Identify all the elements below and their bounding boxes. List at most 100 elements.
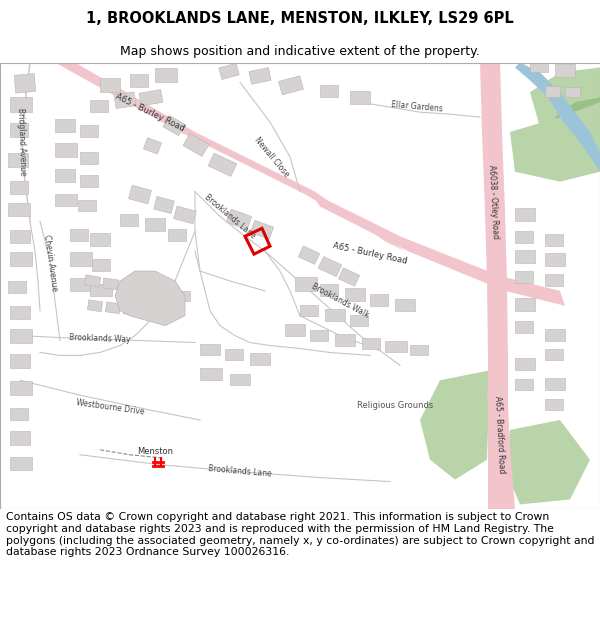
Polygon shape (173, 206, 196, 224)
Bar (565, 88, 580, 98)
Polygon shape (515, 62, 600, 172)
Polygon shape (505, 420, 590, 504)
Bar (70, 252, 92, 266)
Bar (10, 252, 32, 266)
Bar (10, 381, 32, 395)
Bar (10, 408, 28, 420)
Bar (8, 153, 28, 167)
Bar (10, 431, 30, 445)
Bar (530, 61, 548, 72)
Bar (10, 457, 32, 469)
Polygon shape (88, 300, 103, 312)
Bar (555, 64, 575, 78)
Bar (70, 278, 90, 291)
Text: 1, BROOKLANDS LANE, MENSTON, ILKLEY, LS29 6PL: 1, BROOKLANDS LANE, MENSTON, ILKLEY, LS2… (86, 11, 514, 26)
Text: Brooklands Way: Brooklands Way (69, 333, 131, 344)
Bar (362, 338, 380, 349)
Bar (120, 214, 138, 226)
Bar (545, 274, 563, 286)
Polygon shape (103, 278, 119, 290)
Bar (310, 329, 328, 341)
Text: Westbourne Drive: Westbourne Drive (76, 398, 145, 416)
Text: Menston: Menston (137, 448, 173, 456)
Polygon shape (183, 134, 209, 156)
Bar (515, 231, 533, 243)
Bar (350, 315, 368, 326)
Bar (515, 250, 535, 263)
Polygon shape (84, 275, 101, 287)
Polygon shape (249, 68, 271, 84)
Bar (230, 374, 250, 385)
Bar (515, 358, 535, 371)
Bar (515, 321, 533, 332)
Polygon shape (480, 62, 508, 509)
Text: Bridgland Avenue: Bridgland Avenue (16, 108, 28, 176)
Text: Brooklands Walk: Brooklands Walk (310, 282, 370, 320)
Polygon shape (14, 74, 36, 93)
Polygon shape (219, 63, 239, 79)
Bar (515, 298, 535, 311)
Bar (90, 284, 112, 296)
Text: A65 - Bradford Road: A65 - Bradford Road (493, 396, 506, 474)
Bar (90, 100, 108, 112)
Polygon shape (338, 268, 359, 286)
Bar (545, 329, 565, 341)
Polygon shape (420, 371, 490, 479)
Bar (515, 271, 533, 283)
Bar (155, 69, 177, 82)
Bar (545, 349, 563, 361)
Bar (100, 78, 120, 92)
Bar (320, 284, 338, 296)
Polygon shape (226, 209, 252, 229)
Polygon shape (278, 76, 304, 95)
Bar (70, 229, 88, 241)
Bar (225, 349, 243, 361)
Bar (200, 368, 222, 380)
Bar (55, 119, 75, 132)
Bar (168, 229, 186, 241)
Bar (285, 324, 305, 336)
Bar (545, 234, 563, 246)
Bar (55, 169, 75, 182)
Bar (92, 259, 110, 271)
Text: Map shows position and indicative extent of the property.: Map shows position and indicative extent… (120, 45, 480, 58)
Text: Brooklands Lane: Brooklands Lane (208, 464, 272, 479)
Bar (10, 98, 32, 112)
Polygon shape (114, 92, 136, 109)
Polygon shape (128, 185, 151, 204)
Bar (250, 354, 270, 366)
Bar (545, 253, 565, 266)
Text: A65 - Burley Road: A65 - Burley Road (332, 241, 408, 266)
Bar (55, 143, 77, 157)
Polygon shape (106, 302, 121, 314)
Bar (395, 299, 415, 311)
Bar (10, 181, 28, 194)
Bar (515, 209, 535, 221)
Polygon shape (139, 284, 154, 296)
Bar (10, 123, 28, 137)
Polygon shape (154, 196, 175, 214)
Bar (80, 152, 98, 164)
Bar (130, 74, 148, 88)
Bar (350, 91, 370, 104)
Polygon shape (530, 68, 600, 142)
Text: Ellar Gardens: Ellar Gardens (391, 101, 443, 114)
Polygon shape (250, 221, 274, 239)
Bar (410, 344, 428, 356)
Bar (335, 334, 355, 346)
Bar (80, 125, 98, 137)
Bar (295, 277, 317, 291)
Bar (145, 218, 165, 231)
Bar (320, 86, 338, 98)
Bar (90, 233, 110, 246)
Bar (345, 288, 365, 301)
Text: Chevin Avenue: Chevin Avenue (41, 234, 58, 292)
Polygon shape (555, 98, 600, 142)
Bar (300, 305, 318, 316)
Text: Brooklands Lane: Brooklands Lane (203, 192, 257, 241)
Bar (10, 231, 30, 243)
Polygon shape (142, 306, 157, 318)
Text: Contains OS data © Crown copyright and database right 2021. This information is : Contains OS data © Crown copyright and d… (6, 512, 595, 558)
Polygon shape (163, 116, 185, 136)
Text: Newall Close: Newall Close (253, 135, 291, 179)
